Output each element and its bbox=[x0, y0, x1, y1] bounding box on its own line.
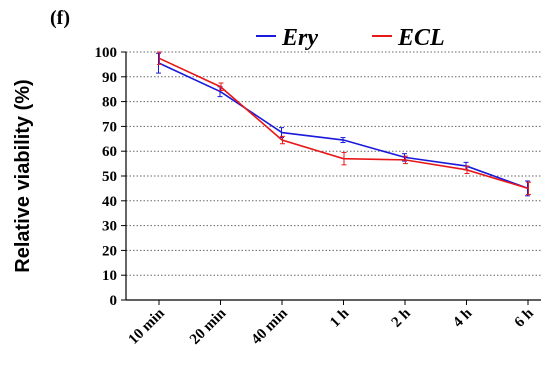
series-layer bbox=[156, 51, 531, 197]
x-tick-label: 4 h bbox=[450, 305, 476, 331]
x-tick-label: 10 min bbox=[126, 305, 169, 348]
y-tick-label: 40 bbox=[102, 194, 117, 210]
error-bar bbox=[157, 51, 162, 65]
error-bar bbox=[340, 137, 346, 144]
error-bar bbox=[341, 151, 347, 166]
legend-label: ECL bbox=[397, 25, 445, 51]
y-tick-label: 20 bbox=[102, 243, 117, 259]
error-bar bbox=[403, 155, 408, 165]
y-tick-label: 0 bbox=[110, 293, 118, 309]
y-tick-label: 60 bbox=[102, 144, 117, 160]
y-tick-label: 100 bbox=[95, 45, 118, 61]
y-tick-labels: 0 10 20 30 40 50 60 70 80 90 100 bbox=[95, 45, 118, 309]
gridlines bbox=[121, 51, 541, 301]
error-bar bbox=[526, 181, 531, 196]
x-tick-label: 1 h bbox=[327, 305, 353, 331]
x-tick-label: 40 min bbox=[249, 305, 292, 348]
y-tick-label: 90 bbox=[102, 70, 117, 86]
y-axis-label: Relative viability (%) bbox=[12, 79, 34, 272]
y-tick-label: 80 bbox=[102, 95, 117, 111]
x-tick-label: 6 h bbox=[512, 305, 538, 331]
error-bar bbox=[218, 82, 224, 91]
error-bar bbox=[156, 52, 161, 74]
y-tick-label: 70 bbox=[102, 119, 117, 135]
series-ery bbox=[156, 52, 530, 197]
series-ecl bbox=[157, 51, 531, 196]
legend-label: Ery bbox=[281, 25, 318, 51]
y-tick-label: 10 bbox=[102, 268, 117, 284]
error-bar bbox=[464, 165, 470, 175]
series-line-ery bbox=[158, 62, 529, 190]
y-tick-label: 50 bbox=[102, 169, 117, 185]
x-tick-labels: 10 min 20 min 40 min 1 h 2 h 4 h 6 h bbox=[126, 305, 538, 348]
legend: Ery ECL bbox=[256, 25, 445, 51]
error-bar bbox=[280, 135, 285, 145]
axes bbox=[125, 52, 541, 305]
x-tick-label: 2 h bbox=[389, 305, 415, 331]
legend-item-ery: Ery bbox=[256, 25, 318, 51]
y-tick-label: 30 bbox=[102, 219, 117, 235]
x-tick-label: 20 min bbox=[187, 305, 230, 348]
panel-label: (f) bbox=[50, 7, 70, 29]
legend-item-ecl: ECL bbox=[372, 25, 445, 51]
